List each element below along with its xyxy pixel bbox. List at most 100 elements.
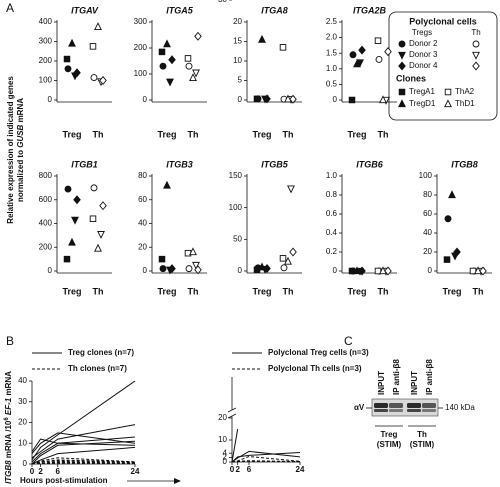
legend-label: Treg clones (n=7) [68, 348, 134, 357]
x-tick-label: Treg [252, 286, 271, 296]
lane-label: INPUT [377, 371, 386, 395]
point [94, 22, 102, 31]
point [168, 264, 176, 274]
point [90, 74, 98, 82]
point [163, 39, 171, 48]
point [258, 34, 266, 43]
y-tick-label: 80 [423, 190, 432, 199]
point [194, 31, 202, 41]
y-axis-label-part: EF-1 [4, 397, 13, 417]
chart-title: ITGA5 [166, 5, 193, 15]
point [68, 237, 76, 246]
chart-title: ITGAV [71, 5, 99, 15]
y-tick-label: 2.0 [326, 33, 338, 42]
lane-label: INPUT [410, 371, 419, 395]
point [284, 256, 292, 265]
y-tick-label: 1.5 [326, 48, 338, 57]
x-tick-label: Th [93, 286, 104, 296]
y-tick-label: 400 [39, 17, 53, 26]
point [189, 247, 197, 256]
legend-label: Th clones (n=7) [68, 364, 127, 373]
x-tick-label: Treg [347, 129, 366, 139]
y-tick-label: 100 [229, 203, 243, 212]
legend-label: ThA2 [455, 87, 475, 96]
point [89, 43, 97, 50]
y-tick-label: 0 [333, 266, 338, 275]
legend-label: TregD1 [409, 99, 436, 108]
legend-label: TregA1 [409, 87, 435, 96]
panel-label: C [344, 334, 353, 348]
x-axis-label: Hours post-stimulation [20, 476, 108, 485]
point [444, 215, 452, 223]
y-tick-label: 400 [39, 219, 53, 228]
band [407, 403, 421, 408]
point [398, 51, 406, 60]
point [479, 266, 487, 276]
y-tick-label: 20 [233, 17, 242, 26]
point [472, 51, 480, 60]
x-tick-label: 2 [235, 465, 240, 474]
chart-title: ITGB8 [451, 159, 478, 169]
y-tick-label: 300 [39, 37, 53, 46]
x-tick-label: Th [283, 286, 294, 296]
y-tick-label: 100 [39, 76, 53, 85]
line [31, 432, 136, 454]
y-tick-label: 0 [48, 266, 53, 275]
y-tick-label: 2.5 [326, 17, 338, 26]
x-tick-label: Th [188, 286, 199, 296]
x-tick-label: Th [93, 129, 104, 139]
axis-break [227, 407, 237, 419]
y-axis-label-part: ITGB8 [4, 460, 13, 484]
point [194, 265, 202, 275]
point [348, 96, 356, 104]
point [192, 69, 200, 78]
y-tick-label: 20 [218, 413, 227, 422]
line [31, 438, 136, 452]
y-tick-label: 40 [18, 376, 27, 385]
point [64, 65, 72, 73]
line [231, 460, 301, 463]
x-tick-label: Treg [252, 129, 271, 139]
point [379, 95, 387, 104]
point [398, 99, 406, 108]
x-tick-label: Th [378, 286, 389, 296]
point [97, 231, 105, 239]
line [231, 452, 301, 463]
y-tick-label: 20 [18, 418, 27, 427]
y-tick-label: 0 [428, 266, 433, 275]
y-tick-label: 5 [238, 76, 243, 85]
y-tick-label: 0 [23, 459, 28, 468]
y-tick-label: 4 [223, 448, 228, 457]
x-tick-label: Th [378, 129, 389, 139]
y-axis-label-line: Relative expression of indicated genes [6, 76, 15, 224]
point [163, 180, 171, 189]
y-tick-label: 0 [48, 95, 53, 104]
line [31, 462, 136, 465]
y-tick-label: 40 [138, 219, 147, 228]
y-axis-label-part: normalized to [16, 148, 25, 202]
point [353, 266, 361, 275]
legend-label: ThD1 [455, 99, 475, 108]
point [398, 88, 406, 96]
x-tick-label: 6 [247, 465, 252, 474]
y-tick-label: 100 [419, 171, 433, 180]
y-tick-label: 60 [423, 209, 432, 218]
point [253, 95, 261, 103]
point [289, 247, 297, 257]
x-tick-label: Treg [347, 286, 366, 296]
legend-box [388, 11, 498, 121]
chart-title: ITGB5 [261, 159, 288, 169]
y-tick-label: 0 [238, 266, 243, 275]
blot [371, 398, 439, 417]
point [158, 255, 166, 263]
legend-label: Polyclonal Treg cells (n=3) [268, 348, 369, 357]
lane-label: IP anti-β8 [392, 359, 401, 395]
point [64, 185, 72, 193]
group-sub: (STIM) [377, 440, 402, 449]
point [398, 40, 406, 48]
point [287, 185, 295, 194]
x-tick-label: Treg [62, 286, 81, 296]
y-tick-label: 0 [143, 266, 148, 275]
y-tick-label: 200 [134, 43, 148, 52]
y-tick-label: 0 [333, 95, 338, 104]
